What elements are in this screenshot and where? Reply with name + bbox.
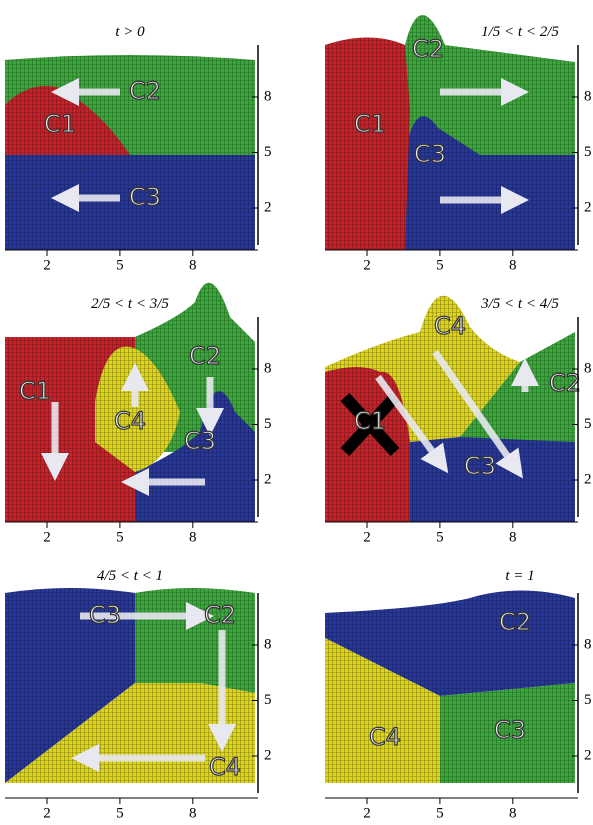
surface-mesh [460, 332, 575, 442]
panel: C3 C2 C4 4/5 < t < 1 2 5 8 2 5 8 [5, 568, 272, 821]
surface-mesh [405, 15, 575, 155]
x-tick-label: 5 [436, 805, 444, 821]
region-label: C3 [414, 140, 446, 168]
panel: C1 C2 C3 C4 2/5 < t < 3/5 2 5 8 2 5 8 [5, 282, 272, 545]
surface-mesh [5, 155, 255, 250]
arrow [375, 374, 449, 474]
x-tick-label: 5 [116, 529, 124, 545]
panel: C1 C2 C3 t > 0 2 5 8 2 5 8 [5, 24, 272, 273]
cross-mark [340, 392, 400, 457]
y-tick-label: 2 [584, 747, 592, 763]
y-tick-label: 8 [264, 636, 272, 652]
region-label: C3 [494, 716, 526, 744]
region-label: C4 [209, 753, 241, 781]
x-tick-label: 2 [363, 805, 371, 821]
y-tick-label: 2 [264, 747, 272, 763]
surface-mesh [410, 437, 575, 522]
y-tick-label: 2 [584, 471, 592, 487]
region-label: C3 [89, 601, 121, 629]
surface-mesh [325, 367, 410, 522]
surface-mesh [325, 37, 410, 250]
y-tick-label: 5 [264, 144, 272, 160]
panel-title: 2/5 < t < 3/5 [91, 296, 169, 312]
y-tick-label: 2 [264, 199, 272, 215]
x-tick-label: 2 [363, 257, 371, 273]
panel-title: 1/5 < t < 2/5 [481, 24, 559, 40]
y-tick-label: 8 [584, 360, 592, 376]
y-tick-label: 8 [264, 360, 272, 376]
x-tick-label: 8 [509, 529, 517, 545]
surface-mesh [325, 638, 440, 783]
x-tick-label: 5 [116, 257, 124, 273]
y-tick-label: 5 [264, 692, 272, 708]
panel-title: 4/5 < t < 1 [97, 568, 163, 584]
region-label: C1 [19, 377, 51, 405]
surface-mesh [95, 346, 180, 472]
region-label: C2 [412, 35, 444, 63]
surface-mesh [5, 588, 135, 783]
y-tick-label: 5 [584, 144, 592, 160]
x-tick-label: 8 [509, 805, 517, 821]
x-tick-label: 8 [509, 257, 517, 273]
surface-mesh [405, 116, 575, 250]
surface-mesh [135, 391, 255, 522]
panel: C4 C2 C3 C1 3/5 < t < 4/5 2 5 8 2 5 8 [325, 295, 592, 545]
x-tick-label: 2 [43, 529, 51, 545]
x-tick-label: 8 [189, 257, 197, 273]
region-label: C2 [499, 608, 531, 636]
x-tick-label: 5 [436, 529, 444, 545]
y-tick-label: 2 [584, 199, 592, 215]
region-label: C4 [369, 723, 401, 751]
y-tick-label: 5 [264, 416, 272, 432]
region-label: C4 [434, 312, 466, 340]
y-tick-label: 5 [584, 416, 592, 432]
region-label: C3 [464, 452, 496, 480]
surface-mesh [5, 155, 130, 195]
panel: C2 C1 C3 1/5 < t < 2/5 2 5 8 2 5 8 [325, 15, 592, 273]
x-tick-label: 8 [189, 529, 197, 545]
y-tick-label: 5 [584, 692, 592, 708]
y-tick-label: 8 [584, 636, 592, 652]
panel: C4 C3 C2 t = 1 2 5 8 2 5 8 [325, 568, 592, 821]
region-label: C2 [204, 601, 236, 629]
panel-title: t = 1 [505, 568, 534, 584]
panel-title: t > 0 [115, 24, 145, 40]
x-tick-label: 2 [43, 805, 51, 821]
region-label: C4 [114, 407, 146, 435]
surface-mesh [135, 588, 255, 693]
region-label: C2 [549, 369, 581, 397]
x-tick-label: 8 [189, 805, 197, 821]
arrow [432, 350, 523, 479]
y-tick-label: 8 [584, 88, 592, 104]
region-label: C3 [129, 183, 161, 211]
x-tick-label: 2 [363, 529, 371, 545]
region-label: C2 [129, 77, 161, 105]
y-tick-label: 8 [264, 88, 272, 104]
x-tick-label: 5 [436, 257, 444, 273]
surface-mesh [325, 590, 575, 696]
region-label: C2 [189, 342, 221, 370]
y-tick-label: 2 [264, 471, 272, 487]
region-label: C1 [354, 407, 386, 435]
panel-title: 3/5 < t < 4/5 [480, 296, 559, 312]
region-label: C3 [184, 427, 216, 455]
region-label: C1 [44, 110, 76, 138]
x-tick-label: 2 [43, 257, 51, 273]
x-tick-label: 5 [116, 805, 124, 821]
region-label: C1 [354, 110, 386, 138]
surface-mesh [440, 683, 575, 783]
